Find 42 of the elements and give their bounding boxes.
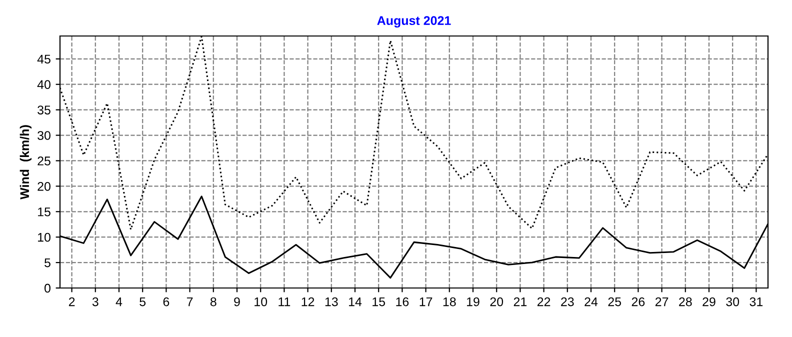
x-tick-label: 27	[655, 297, 668, 306]
x-tick-label: 18	[443, 297, 456, 306]
x-tick-label: 7	[186, 297, 193, 306]
x-tick-label: 21	[514, 297, 527, 306]
x-tick-label: 14	[349, 297, 362, 306]
y-tick-label: 25	[38, 156, 50, 166]
x-tick-label: 24	[584, 297, 598, 306]
x-tick-label: 5	[140, 297, 146, 306]
y-tick-label: 5	[44, 258, 50, 268]
x-tick-label: 10	[254, 297, 268, 306]
x-tick-label: 20	[490, 297, 504, 306]
y-axis-title: Wind (km/h)	[20, 125, 32, 200]
chart-title: August 2021	[377, 16, 451, 28]
x-tick-label: 28	[679, 297, 692, 306]
x-tick-label: 8	[210, 297, 216, 306]
x-tick-label: 25	[608, 297, 622, 306]
x-tick-label: 16	[396, 297, 409, 306]
x-tick-label: 22	[537, 297, 550, 306]
y-tick-label: 40	[37, 80, 50, 90]
x-tick-label: 12	[302, 297, 314, 306]
y-tick-label: 20	[38, 182, 50, 191]
y-tick-label: 15	[38, 208, 50, 216]
x-tick-label: 3	[92, 297, 98, 306]
x-tick-label: 6	[163, 297, 170, 306]
x-tick-label: 30	[726, 297, 740, 306]
x-tick-label: 17	[420, 297, 432, 306]
x-tick-label: 23	[561, 297, 574, 306]
y-tick-label: 0	[44, 284, 50, 293]
x-tick-label: 29	[702, 297, 716, 306]
y-tick-label: 45	[37, 54, 50, 64]
x-tick-label: 4	[116, 297, 122, 306]
x-tick-label: 26	[632, 297, 645, 306]
x-tick-label: 9	[234, 297, 240, 306]
x-tick-label: 13	[325, 297, 338, 306]
x-tick-label: 19	[467, 297, 480, 306]
x-tick-label: 15	[372, 297, 386, 306]
x-tick-label: 11	[278, 297, 290, 306]
x-tick-label: 2	[68, 297, 75, 306]
y-tick-label: 30	[38, 131, 50, 140]
y-tick-label: 35	[38, 106, 50, 114]
y-tick-label: 10	[38, 232, 50, 242]
x-tick-label: 31	[750, 297, 763, 306]
